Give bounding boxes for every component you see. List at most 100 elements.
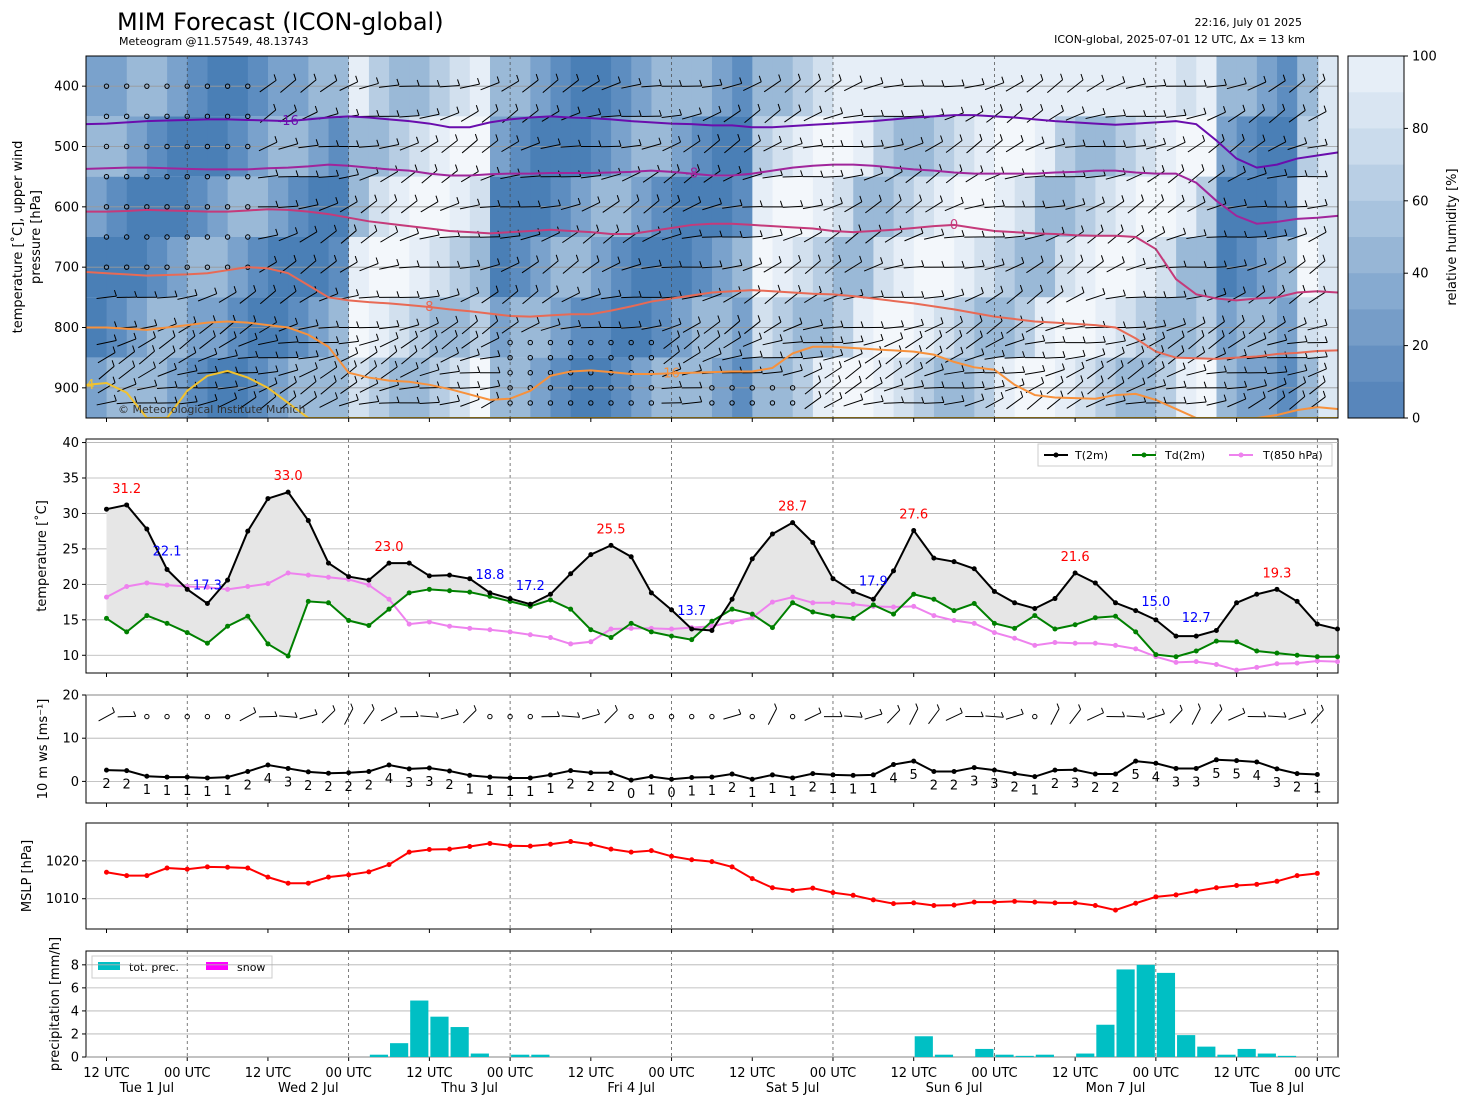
td2m-point <box>447 588 453 594</box>
td2m-point <box>769 625 775 631</box>
wind-barb-flag <box>961 365 965 372</box>
wind-barb-flag <box>232 314 236 322</box>
wind-barb <box>804 712 822 721</box>
wind-speed-point <box>104 767 109 773</box>
wind-barb-flag <box>1203 261 1207 268</box>
wind-barb <box>1106 200 1125 213</box>
wind-barb <box>521 261 539 274</box>
mslp-point <box>547 841 553 847</box>
wind-barb-flag <box>759 332 762 339</box>
wind-barb <box>420 322 439 333</box>
wind-barb-flag <box>436 396 440 403</box>
wind-barb-flag <box>1304 335 1308 342</box>
calm-wind-marker <box>749 713 755 720</box>
wind-barb <box>259 396 276 410</box>
t850-point <box>406 621 412 627</box>
t2m-point <box>204 601 210 607</box>
wind-speed-label: 1 <box>486 784 494 799</box>
x-tick-label: 12 UTC <box>245 1066 291 1081</box>
calm-wind-marker <box>628 400 634 406</box>
t850-point <box>1072 640 1078 646</box>
wind-barb <box>1186 113 1207 120</box>
wind-barb <box>581 202 601 212</box>
x-tick-label: 12 UTC <box>890 1066 936 1081</box>
wind-barb-flag <box>614 705 618 711</box>
calm-wind-marker <box>789 400 796 406</box>
wind-barb-flag <box>376 395 380 402</box>
wind-barb <box>420 201 439 213</box>
t2m-point <box>709 627 715 633</box>
wind-barb-flag <box>374 345 378 353</box>
wind-barb-flag <box>638 258 642 265</box>
t2m-point <box>870 596 876 602</box>
wind-barb <box>481 291 499 304</box>
legend-snow-swatch <box>206 962 228 970</box>
wind-barb-flag <box>880 257 884 264</box>
wind-barb <box>724 139 741 154</box>
wind-barb <box>1228 139 1245 154</box>
wind-barb <box>279 715 298 718</box>
wind-barb <box>481 109 499 123</box>
calm-wind-marker <box>608 400 614 406</box>
wind-barb <box>1046 260 1064 274</box>
wind-speed-point <box>406 766 412 772</box>
mslp-point <box>1314 870 1320 876</box>
wind-barb-flag <box>396 291 400 298</box>
wind-barb-flag <box>1242 707 1246 714</box>
wind-barb <box>844 81 863 92</box>
wind-barb <box>1166 323 1186 332</box>
wind-barb <box>681 401 702 405</box>
wind-barb-flag <box>838 74 842 81</box>
t850-point <box>991 630 997 636</box>
wind-barb <box>461 139 478 154</box>
wind-barb <box>823 397 843 409</box>
wind-barb-flag <box>1141 360 1144 367</box>
td2m-point <box>628 620 634 626</box>
y-tick-label: 4 <box>71 1004 79 1019</box>
wind-barb <box>1266 371 1287 375</box>
td2m-point <box>1193 648 1199 654</box>
t850-point <box>204 584 210 590</box>
wind-barb <box>1086 80 1105 92</box>
td2m-point <box>164 620 170 626</box>
legend-prec-label: tot. prec. <box>129 961 179 974</box>
wind-barb-flag <box>557 199 561 206</box>
wind-barb-flag <box>353 360 357 367</box>
wind-barb <box>1187 140 1205 153</box>
wind-barb-flag <box>900 378 904 385</box>
wind-barb <box>643 200 660 214</box>
wind-barb-flag <box>1183 290 1187 298</box>
x-tick-label: 00 UTC <box>487 1066 533 1081</box>
wind-barb-flag <box>1283 377 1287 385</box>
wind-barb-flag <box>839 287 843 294</box>
wind-barb-flag <box>1202 134 1206 142</box>
wind-barb-flag <box>779 351 783 358</box>
colorbar-band <box>1348 128 1404 165</box>
wind-barb-flag <box>1263 167 1267 174</box>
wind-barb-flag <box>1244 366 1248 373</box>
wind-speed-label: 2 <box>445 778 453 793</box>
wind-barb-flag <box>1001 76 1005 83</box>
wind-barb-flag <box>1082 336 1086 343</box>
day-label: Sun 6 Jul <box>926 1081 983 1096</box>
x-tick-label: 00 UTC <box>1133 1066 1179 1081</box>
t850-point <box>305 572 311 578</box>
wind-barb <box>157 296 178 299</box>
wind-barb-flag <box>840 169 844 177</box>
wind-barb-flag <box>718 197 722 205</box>
td2m-point <box>366 622 372 628</box>
wind-barb <box>682 351 701 364</box>
wind-barb-flag <box>1042 364 1046 372</box>
wind-barb-flag <box>1322 73 1326 80</box>
wind-barb <box>1186 369 1207 376</box>
wind-barb <box>865 200 882 214</box>
wind-barb-flag <box>295 137 299 144</box>
t850-point <box>769 599 775 605</box>
wind-barb <box>439 370 460 375</box>
wind-barb-flag <box>1202 316 1206 323</box>
wind-barb-flag <box>350 703 354 709</box>
t2m-point <box>608 542 614 548</box>
wind-barb <box>1004 356 1025 359</box>
wind-barb-flag <box>396 78 400 86</box>
